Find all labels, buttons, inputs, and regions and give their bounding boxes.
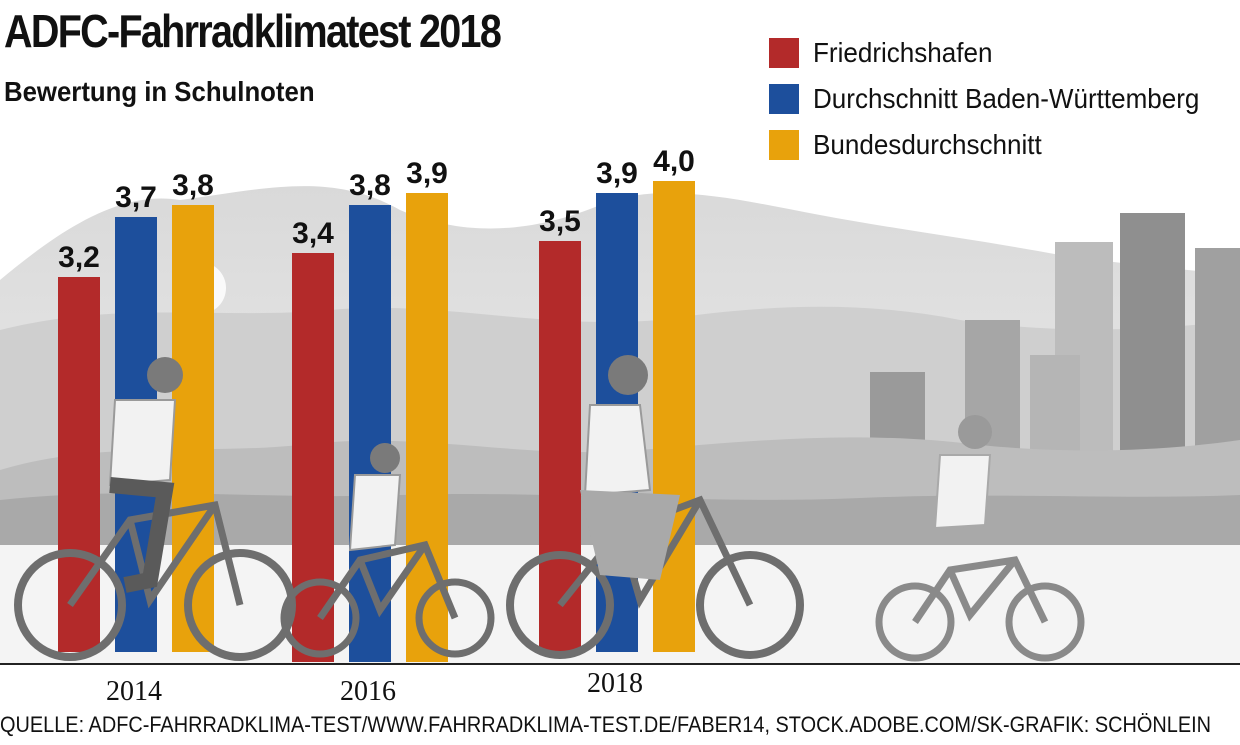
source-credit: QUELLE: ADFC-FAHRRADKLIMA-TEST/WWW.FAHRR… — [0, 712, 1212, 737]
cyclists-illustration — [14, 355, 1085, 662]
x-axis-labels: 2014 2016 2018 — [106, 668, 643, 707]
value-label-bundesdurchschnitt-2014: 3,8 — [172, 169, 214, 202]
bars-group — [58, 181, 695, 662]
legend-swatch-friedrichshafen — [769, 38, 799, 68]
legend-swatch-bundesdurchschnitt — [769, 130, 799, 160]
cyclist-child-illustration — [875, 415, 1085, 662]
value-label-durchschnitt-baden-wuerttemberg-2016: 3,8 — [349, 169, 391, 202]
value-label-friedrichshafen-2014: 3,2 — [58, 241, 100, 274]
bar-bundesdurchschnitt-2018 — [653, 181, 695, 652]
legend-item-bundesdurchschnitt: Bundesdurchschnitt — [769, 122, 1229, 168]
value-label-durchschnitt-baden-wuerttemberg-2018: 3,9 — [596, 157, 638, 190]
value-label-bundesdurchschnitt-2018: 4,0 — [653, 145, 695, 178]
bar-friedrichshafen-2016 — [292, 253, 334, 662]
legend: Friedrichshafen Durchschnitt Baden-Württ… — [769, 30, 1229, 168]
x-label-2016: 2016 — [340, 676, 396, 707]
legend-label-friedrichshafen: Friedrichshafen — [813, 37, 993, 68]
legend-swatch-baden-wuerttemberg — [769, 84, 799, 114]
chart-subtitle: Bewertung in Schulnoten — [4, 76, 315, 107]
value-label-durchschnitt-baden-wuerttemberg-2014: 3,7 — [115, 181, 157, 214]
legend-label-bundesdurchschnitt: Bundesdurchschnitt — [813, 129, 1042, 160]
cyclist-girl-illustration — [280, 443, 495, 658]
legend-label-baden-wuerttemberg: Durchschnitt Baden-Württemberg — [813, 83, 1200, 114]
x-label-2014: 2014 — [106, 676, 162, 707]
x-label-2018: 2018 — [587, 668, 643, 699]
value-labels: 3,2 3,7 3,8 3,4 3,8 3,9 3,5 3,9 4,0 — [58, 145, 695, 274]
chart-title: ADFC-Fahrradklimatest 2018 — [4, 5, 502, 57]
value-label-friedrichshafen-2016: 3,4 — [292, 217, 334, 250]
cyclist-man-illustration — [14, 357, 296, 661]
cyclist-woman-illustration — [506, 355, 804, 659]
legend-item-friedrichshafen: Friedrichshafen — [769, 30, 1229, 76]
value-label-bundesdurchschnitt-2016: 3,9 — [406, 157, 448, 190]
value-label-friedrichshafen-2018: 3,5 — [539, 205, 581, 238]
legend-item-baden-wuerttemberg: Durchschnitt Baden-Württemberg — [769, 76, 1229, 122]
